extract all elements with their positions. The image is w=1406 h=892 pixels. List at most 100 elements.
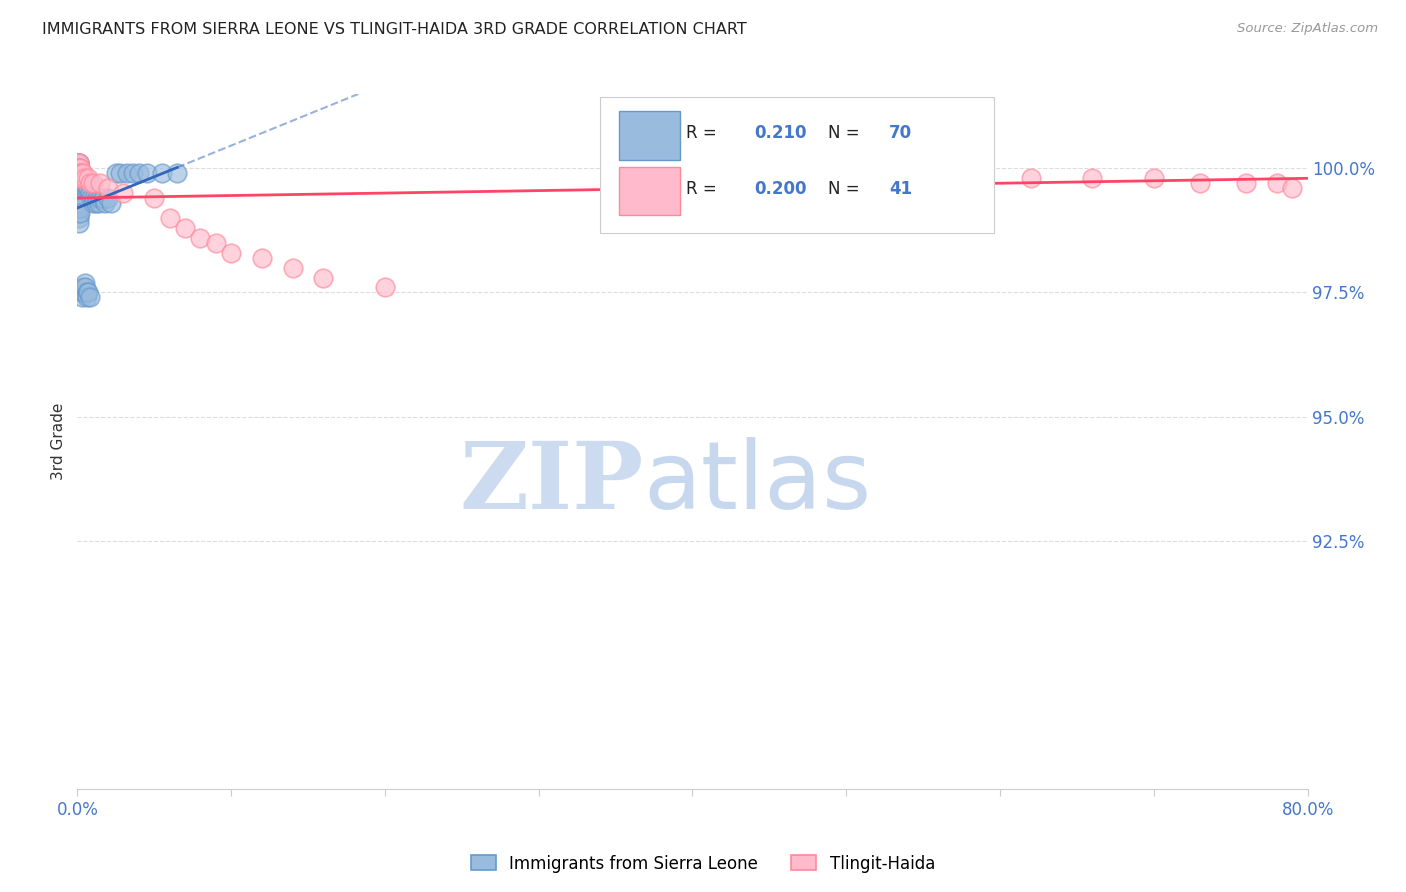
Point [72, 280, 94, 294]
Point [77, 171, 100, 186]
Point [83, 191, 105, 205]
Point [150, 166, 173, 180]
Point [69, 176, 91, 190]
Point [76, 181, 98, 195]
Text: 41: 41 [890, 180, 912, 198]
Point [115, 166, 138, 180]
Point [374, 280, 396, 294]
Point [76, 290, 98, 304]
Point [957, 166, 980, 180]
Text: R =: R = [686, 180, 723, 198]
Point [219, 245, 242, 260]
Point [69, 161, 91, 176]
Point [67, 156, 90, 170]
Point [84, 196, 107, 211]
Point [73, 181, 96, 195]
Point [69, 161, 91, 176]
Point [97, 191, 120, 205]
Point [67, 176, 90, 190]
Point [250, 251, 273, 265]
Legend: Immigrants from Sierra Leone, Tlingit-Haida: Immigrants from Sierra Leone, Tlingit-Ha… [464, 848, 942, 880]
Point [67, 181, 90, 195]
Text: Source: ZipAtlas.com: Source: ZipAtlas.com [1237, 22, 1378, 36]
Point [1281, 181, 1303, 195]
Point [1234, 176, 1257, 190]
Point [79, 186, 101, 200]
Point [73, 171, 96, 186]
Text: 70: 70 [890, 124, 912, 143]
Point [94, 196, 117, 211]
Point [67, 156, 90, 170]
Point [70, 171, 93, 186]
Point [67, 186, 90, 200]
Point [1265, 176, 1288, 190]
FancyBboxPatch shape [619, 111, 681, 160]
Point [97, 181, 120, 195]
Point [72, 176, 94, 190]
Point [67, 216, 90, 230]
Point [69, 166, 91, 180]
Point [70, 176, 93, 190]
Point [89, 191, 111, 205]
Point [67, 176, 90, 190]
Point [70, 171, 93, 186]
FancyBboxPatch shape [619, 167, 681, 216]
Point [73, 280, 96, 294]
Point [69, 166, 91, 180]
Point [67, 156, 90, 170]
Point [67, 166, 90, 180]
Point [67, 181, 90, 195]
Point [69, 201, 91, 215]
Point [67, 156, 90, 170]
Point [143, 191, 166, 205]
Point [67, 201, 90, 215]
Point [128, 166, 150, 180]
Point [70, 290, 93, 304]
Point [93, 191, 115, 205]
Text: R =: R = [686, 124, 723, 143]
Point [135, 166, 157, 180]
Point [67, 161, 90, 176]
Point [67, 161, 90, 176]
Point [67, 196, 90, 211]
Text: 0.210: 0.210 [754, 124, 807, 143]
Point [70, 166, 93, 180]
Point [79, 290, 101, 304]
Point [67, 171, 90, 186]
Point [174, 220, 197, 235]
Point [67, 171, 90, 186]
Point [69, 171, 91, 186]
Point [77, 181, 100, 195]
Point [73, 176, 96, 190]
Point [67, 211, 90, 225]
Text: IMMIGRANTS FROM SIERRA LEONE VS TLINGIT-HAIDA 3RD GRADE CORRELATION CHART: IMMIGRANTS FROM SIERRA LEONE VS TLINGIT-… [42, 22, 747, 37]
Point [69, 191, 91, 205]
Point [72, 285, 94, 300]
Point [69, 206, 91, 220]
Point [70, 166, 93, 180]
Point [67, 166, 90, 180]
Point [1081, 171, 1104, 186]
Point [67, 161, 90, 176]
Point [112, 186, 135, 200]
Point [67, 156, 90, 170]
Text: 0.200: 0.200 [754, 180, 807, 198]
FancyBboxPatch shape [600, 97, 994, 233]
Point [87, 196, 110, 211]
Point [73, 276, 96, 290]
Point [67, 191, 90, 205]
Point [89, 176, 111, 190]
Point [159, 211, 181, 225]
Point [82, 196, 104, 211]
Point [281, 260, 304, 275]
Point [104, 166, 127, 180]
Point [67, 166, 90, 180]
Point [312, 270, 335, 285]
Point [67, 161, 90, 176]
Point [166, 166, 188, 180]
Point [70, 181, 93, 195]
Point [72, 166, 94, 180]
Point [67, 171, 90, 186]
Point [72, 171, 94, 186]
Point [188, 231, 212, 245]
